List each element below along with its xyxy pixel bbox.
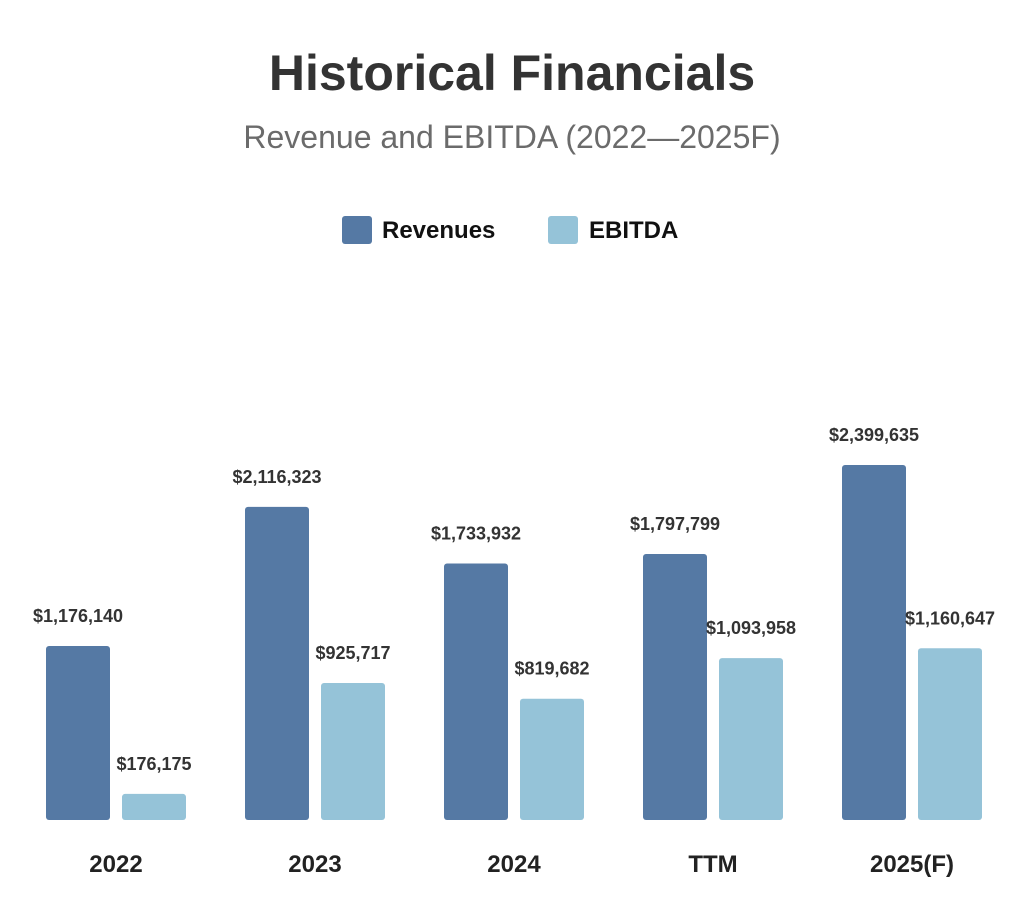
value-label-ebitda-ttm: $1,093,958 bbox=[706, 618, 796, 638]
category-label-2024: 2024 bbox=[487, 851, 541, 878]
value-label-ebitda-2023: $925,717 bbox=[315, 643, 390, 663]
value-labels-group: $1,176,140 $176,175 $2,116,323 $925,717 $1,7… bbox=[33, 425, 995, 774]
value-label-revenues-2023: $2,116,323 bbox=[232, 467, 321, 487]
legend-swatch-ebitda bbox=[548, 216, 578, 244]
value-label-ebitda-2025f: $1,160,647 bbox=[905, 608, 995, 628]
category-label-ttm: TTM bbox=[688, 851, 737, 878]
chart-title: Historical Financials bbox=[268, 45, 756, 101]
value-label-revenues-2022: $1,176,140 bbox=[33, 606, 123, 626]
bar-ebitda-2024 bbox=[520, 698, 584, 820]
value-label-revenues-ttm: $1,797,799 bbox=[630, 514, 720, 534]
legend-label-revenues: Revenues bbox=[382, 217, 495, 244]
bar-ebitda-2023 bbox=[321, 683, 385, 820]
value-label-ebitda-2024: $819,682 bbox=[514, 659, 589, 679]
value-label-ebitda-2022: $176,175 bbox=[116, 754, 191, 774]
category-label-2022: 2022 bbox=[89, 851, 142, 878]
bars-group bbox=[46, 465, 982, 820]
legend-label-ebitda: EBITDA bbox=[589, 217, 678, 244]
bar-ebitda-ttm bbox=[719, 658, 783, 820]
category-label-2023: 2023 bbox=[288, 851, 341, 878]
bar-ebitda-2025f bbox=[918, 648, 982, 820]
bar-revenues-ttm bbox=[643, 554, 707, 820]
legend: Revenues EBITDA bbox=[342, 216, 678, 244]
value-label-revenues-2024: $1,733,932 bbox=[431, 523, 521, 543]
bar-revenues-2025f bbox=[842, 465, 906, 820]
legend-swatch-revenues bbox=[342, 216, 372, 244]
bar-revenues-2023 bbox=[245, 506, 309, 820]
value-label-revenues-2025f: $2,399,635 bbox=[829, 425, 919, 445]
category-label-2025f: 2025(F) bbox=[870, 851, 954, 878]
chart-subtitle: Revenue and EBITDA (2022—2025F) bbox=[243, 119, 781, 155]
bar-revenues-2024 bbox=[444, 563, 508, 820]
category-labels-group: 2022 2023 2024 TTM 2025(F) bbox=[89, 851, 954, 878]
bar-ebitda-2022 bbox=[122, 793, 186, 820]
bar-revenues-2022 bbox=[46, 646, 110, 820]
